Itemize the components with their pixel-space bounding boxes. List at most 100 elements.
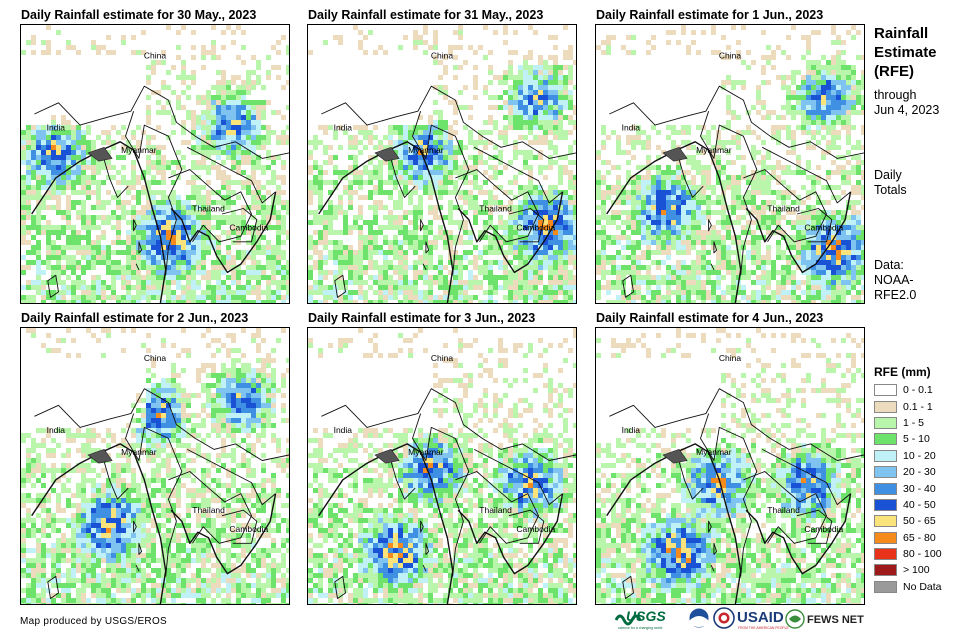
fewsnet-logo: FEWS NET [785, 609, 864, 629]
rainfall-field [308, 328, 576, 604]
country-label-myanmar: Myanmar [121, 145, 157, 155]
panel-title-5: Daily Rainfall estimate for 3 Jun., 2023 [308, 311, 536, 325]
legend-label: 40 - 50 [903, 498, 936, 511]
country-label-cambodia: Cambodia [229, 524, 268, 534]
country-label-india: India [622, 425, 641, 435]
country-border-laos [761, 449, 851, 506]
island-outline [708, 520, 712, 533]
country-label-cambodia: Cambodia [229, 223, 268, 233]
country-border-bangladesh [387, 149, 416, 198]
legend-label: 1 - 5 [903, 416, 925, 429]
country-border-laos [186, 449, 276, 506]
country-border-thailand [455, 471, 539, 544]
rainfall-field [308, 25, 576, 303]
map-credit: Map produced by USGS/EROS [20, 616, 168, 627]
legend-item: 65 - 80 [874, 530, 942, 546]
island-outline [138, 542, 143, 555]
coastline-east [170, 191, 277, 274]
country-border-cambodia [508, 208, 545, 243]
side-title: Rainfall Estimate (RFE) [874, 24, 937, 81]
country-label-myanmar: Myanmar [408, 145, 444, 155]
legend-item: No Data [874, 579, 942, 595]
country-border-thailand [743, 471, 827, 544]
rainfall-field [21, 328, 289, 604]
legend-label: > 100 [903, 564, 930, 577]
island-outline [334, 274, 346, 298]
coastline-east [457, 493, 564, 575]
rainfall-field [21, 25, 289, 303]
rainfall-map-3: China India Myanmar Thailand Cambodia [595, 24, 865, 304]
side-data-line1: Data: [874, 258, 904, 272]
usgs-logo-text: USGS [626, 608, 666, 624]
country-border-myanmar [412, 413, 470, 577]
panel-title-3: Daily Rainfall estimate for 1 Jun., 2023 [596, 8, 824, 22]
island-outline [420, 219, 424, 232]
side-through-line2: Jun 4, 2023 [874, 103, 940, 117]
panel-title-4: Daily Rainfall estimate for 2 Jun., 2023 [21, 311, 249, 325]
country-label-india: India [47, 123, 66, 133]
legend-label: No Data [903, 580, 942, 593]
country-border-myanmar [412, 111, 470, 276]
rainfall-field [596, 328, 864, 604]
delta-patch [87, 146, 113, 162]
legend-item: 0.1 - 1 [874, 398, 942, 414]
country-border-laos [473, 146, 563, 204]
island-outline [425, 241, 430, 254]
usgs-logo: USGS science for a changing world [614, 608, 666, 630]
partner-logos: USGS science for a changing world USAID … [614, 607, 864, 630]
usaid-logo-text: USAID [737, 609, 784, 626]
rainfall-map-6: China India Myanmar Thailand Cambodia [595, 327, 865, 605]
country-border-myanmar [700, 111, 758, 276]
side-daily-totals: Daily Totals [874, 168, 907, 198]
country-border-cambodia [796, 208, 833, 243]
legend-swatch [874, 498, 897, 511]
coastline-east [457, 191, 564, 274]
coastline-east [170, 493, 277, 575]
dhs-seal [713, 607, 735, 629]
rainfall-map-5: China India Myanmar Thailand Cambodia [307, 327, 577, 605]
island-outline [713, 542, 718, 555]
country-border-laos [761, 146, 851, 204]
country-border-bangladesh [100, 149, 129, 198]
legend-title: RFE (mm) [874, 365, 931, 379]
country-label-myanmar: Myanmar [121, 447, 157, 457]
island-outline [710, 263, 715, 271]
delta-patch [87, 449, 113, 464]
rainfall-map-1: China India Myanmar Thailand Cambodia [20, 24, 290, 304]
island-outline [135, 263, 140, 271]
country-label-myanmar: Myanmar [696, 145, 732, 155]
legend-swatch [874, 531, 897, 544]
legend-swatch [874, 548, 897, 561]
rainfall-field [596, 25, 864, 303]
panel-title-1: Daily Rainfall estimate for 30 May., 202… [21, 8, 257, 22]
legend-swatch [874, 449, 897, 462]
side-daily-line1: Daily [874, 168, 902, 182]
country-border-myanmar [125, 413, 183, 577]
country-label-india: India [47, 425, 66, 435]
legend-swatch [874, 515, 897, 528]
side-through-line1: through [874, 88, 917, 102]
panel-title-6: Daily Rainfall estimate for 4 Jun., 2023 [596, 311, 824, 325]
country-label-cambodia: Cambodia [516, 524, 555, 534]
delta-patch [662, 449, 688, 464]
island-outline [422, 564, 427, 572]
panel-title-2: Daily Rainfall estimate for 31 May., 202… [308, 8, 544, 22]
legend-swatch [874, 400, 897, 413]
country-label-thailand: Thailand [192, 203, 225, 213]
country-label-india: India [334, 123, 353, 133]
country-label-india: India [334, 425, 353, 435]
country-border-china [609, 85, 864, 159]
country-label-myanmar: Myanmar [696, 447, 732, 457]
country-label-cambodia: Cambodia [804, 223, 843, 233]
country-border-bangladesh [100, 452, 129, 500]
legend-label: 10 - 20 [903, 449, 936, 462]
rainfall-map-2: China India Myanmar Thailand Cambodia [307, 24, 577, 304]
country-border-laos [473, 449, 563, 506]
legend: 0 - 0.1 0.1 - 1 1 - 5 5 - 10 10 - 20 20 - 30 3… [874, 382, 942, 595]
delta-patch [662, 146, 688, 162]
usgs-tagline: science for a changing world [618, 626, 662, 630]
side-title-line3: (RFE) [874, 63, 914, 80]
legend-item: 20 - 30 [874, 464, 942, 480]
country-border-myanmar [125, 111, 183, 276]
country-label-china: China [719, 50, 741, 60]
